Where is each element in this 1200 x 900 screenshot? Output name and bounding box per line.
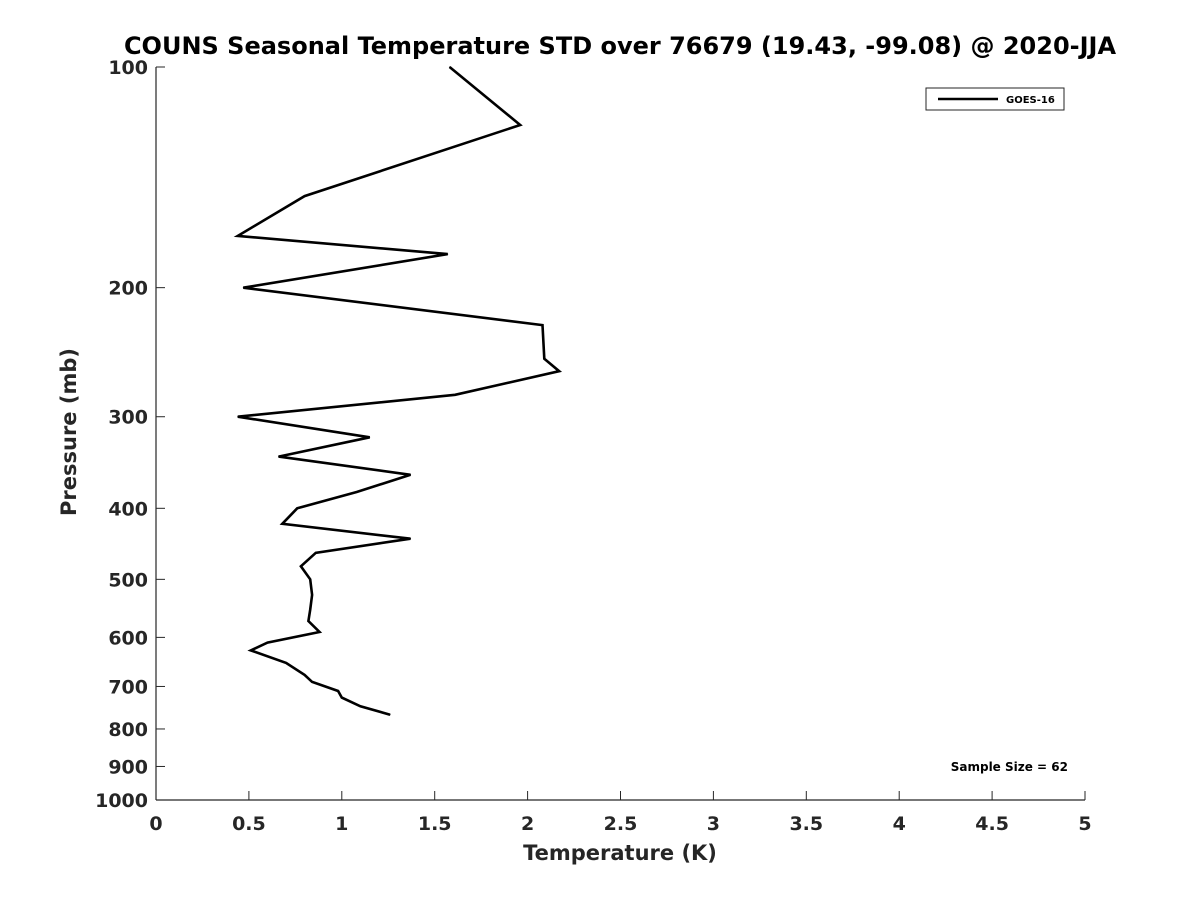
series-0-point-17: [410, 538, 412, 540]
x-axis-label: Temperature (K): [523, 841, 717, 865]
series-0-point-7: [543, 358, 545, 360]
x-tick-label-9: 4.5: [975, 813, 1009, 835]
series-0-point-22: [309, 609, 311, 611]
y-tick-label-3: 400: [108, 498, 148, 520]
x-tick-label-8: 4: [893, 813, 906, 835]
x-tick-label-4: 2: [521, 813, 534, 835]
legend-label-0: GOES-16: [1006, 95, 1055, 106]
series-line-0: [233, 65, 563, 716]
legend: GOES-16: [925, 87, 1065, 111]
series-0-point-16: [281, 523, 283, 525]
y-tick-label-9: 1000: [95, 790, 148, 812]
series-0-point-23: [307, 620, 309, 622]
y-tick-label-6: 700: [108, 676, 148, 698]
x-tick-label-3: 1.5: [418, 813, 452, 835]
series-0-point-20: [309, 578, 311, 580]
series-0-point-28: [304, 674, 306, 676]
series-0-point-27: [285, 662, 287, 664]
series-0-point-11: [369, 436, 371, 438]
x-tick-label-10: 5: [1078, 813, 1091, 835]
y-tick-label-0: 100: [108, 57, 148, 79]
series-0-point-8: [558, 370, 560, 372]
series-0-point-33: [389, 714, 391, 716]
chart-title: COUNS Seasonal Temperature STD over 7667…: [124, 32, 1117, 60]
y-tick-label-8: 900: [108, 756, 148, 778]
y-tick-label-5: 600: [108, 627, 148, 649]
sample-size-annotation: Sample Size = 62: [951, 760, 1068, 774]
y-tick-label-1: 200: [108, 278, 148, 300]
y-tick-label-4: 500: [108, 569, 148, 591]
y-axis-label: Pressure (mb): [57, 348, 81, 516]
series-0-point-29: [311, 681, 313, 683]
series-0-point-6: [541, 324, 543, 326]
y-tick-label-2: 300: [108, 407, 148, 429]
series-0-point-12: [278, 456, 280, 458]
x-tick-label-6: 3: [707, 813, 720, 835]
x-tick-label-2: 1: [335, 813, 348, 835]
axes: 0 0.5 1 1.5 2 2.5 3 3.5 4 4.5 5 100 200 300 400 500 600 7…: [95, 57, 1092, 835]
series-0-point-5: [242, 287, 244, 289]
series-0-point-31: [341, 697, 343, 699]
series-0-point-24: [319, 631, 321, 633]
series-0-point-21: [311, 594, 313, 596]
y-tick-label-7: 800: [108, 719, 148, 741]
series-0-point-4: [447, 253, 449, 255]
x-tick-label-5: 2.5: [604, 813, 638, 835]
series-0-point-18: [315, 552, 317, 554]
series-0-point-30: [337, 690, 339, 692]
series-layer: [233, 65, 563, 716]
series-0-point-19: [300, 565, 302, 567]
x-tick-label-0: 0: [149, 813, 162, 835]
series-0-point-2: [304, 195, 306, 197]
x-tick-label-1: 0.5: [232, 813, 266, 835]
series-0-point-15: [296, 507, 298, 509]
series-0-point-26: [250, 649, 252, 651]
series-0-point-10: [237, 416, 239, 418]
series-0-point-13: [410, 474, 412, 476]
series-0-point-1: [519, 124, 521, 126]
series-0-point-25: [266, 642, 268, 644]
series-0-point-32: [359, 705, 361, 707]
x-tick-label-7: 3.5: [789, 813, 823, 835]
series-0-point-3: [237, 235, 239, 237]
series-0-point-14: [356, 491, 358, 493]
series-0-point-9: [454, 394, 456, 396]
series-0-point-0: [449, 66, 451, 68]
